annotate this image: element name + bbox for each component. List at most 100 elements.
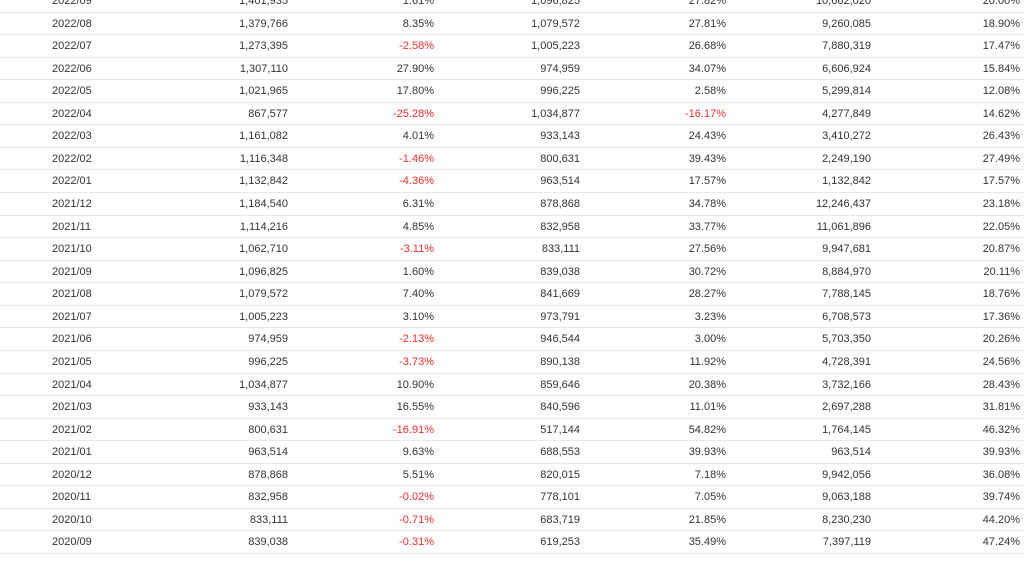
table-row: 2022/04 867,577 -25.28% 1,034,877 -16.17% 4,2…	[0, 103, 1024, 126]
yoy-change-cell: 28.27%	[688, 288, 726, 301]
month-cell: 2022/09	[52, 0, 92, 7]
cumulative-revenue-cell: 4,728,391	[822, 355, 871, 368]
table-row: 2021/08 1,079,572 7.40% 841,669 28.27% 7,788,…	[0, 283, 1024, 306]
yoy-change-cell: 24.43%	[688, 130, 726, 143]
month-cell: 2021/11	[52, 220, 91, 233]
month-cell: 2021/06	[52, 333, 92, 346]
cumulative-yoy-cell: 20.00%	[982, 0, 1020, 7]
revenue-cell: 1,273,395	[239, 40, 288, 53]
cumulative-revenue-cell: 4,277,849	[822, 107, 871, 120]
mom-change-cell: -2.13%	[399, 333, 434, 346]
month-cell: 2022/05	[52, 85, 92, 98]
yoy-change-cell: 27.81%	[688, 17, 726, 30]
cumulative-revenue-cell: 6,606,924	[822, 62, 871, 75]
yoy-change-cell: -16.17%	[685, 107, 726, 120]
table-row: 2021/04 1,034,877 10.90% 859,646 20.38% 3,732…	[0, 374, 1024, 397]
month-cell: 2022/06	[52, 62, 92, 75]
last-year-revenue-cell: 840,596	[540, 401, 580, 414]
month-cell: 2021/03	[52, 401, 92, 414]
last-year-revenue-cell: 778,101	[540, 491, 580, 504]
cumulative-revenue-cell: 7,788,145	[822, 288, 871, 301]
revenue-cell: 1,116,348	[239, 152, 288, 165]
last-year-revenue-cell: 839,038	[540, 265, 580, 278]
revenue-cell: 878,868	[248, 468, 288, 481]
revenue-cell: 1,379,766	[239, 17, 288, 30]
month-cell: 2022/04	[52, 107, 92, 120]
last-year-revenue-cell: 974,959	[540, 62, 580, 75]
yoy-change-cell: 21.85%	[688, 513, 726, 526]
yoy-change-cell: 27.56%	[688, 243, 726, 256]
mom-change-cell: 5.51%	[402, 468, 434, 481]
cumulative-yoy-cell: 22.05%	[982, 220, 1020, 233]
yoy-change-cell: 54.82%	[688, 423, 726, 436]
revenue-cell: 1,096,825	[239, 265, 288, 278]
yoy-change-cell: 20.38%	[688, 378, 726, 391]
mom-change-cell: 27.90%	[396, 62, 434, 75]
cumulative-revenue-cell: 9,942,056	[822, 468, 871, 481]
last-year-revenue-cell: 1,096,825	[531, 0, 580, 7]
yoy-change-cell: 26.68%	[688, 40, 726, 53]
revenue-cell: 1,161,082	[239, 130, 288, 143]
mom-change-cell: -1.46%	[399, 152, 434, 165]
revenue-cell: 867,577	[248, 107, 288, 120]
cumulative-yoy-cell: 31.81%	[982, 401, 1020, 414]
cumulative-revenue-cell: 10,662,020	[815, 0, 871, 7]
month-cell: 2022/03	[52, 130, 92, 143]
yoy-change-cell: 33.77%	[688, 220, 726, 233]
last-year-revenue-cell: 688,553	[540, 446, 580, 459]
yoy-change-cell: 3.23%	[694, 310, 726, 323]
cumulative-yoy-cell: 26.43%	[982, 130, 1020, 143]
mom-change-cell: 1.61%	[402, 0, 434, 7]
month-cell: 2021/04	[52, 378, 92, 391]
yoy-change-cell: 11.92%	[689, 355, 727, 368]
cumulative-revenue-cell: 5,703,350	[822, 333, 871, 346]
cumulative-revenue-cell: 5,299,814	[822, 85, 871, 98]
cumulative-yoy-cell: 20.26%	[982, 333, 1020, 346]
mom-change-cell: -2.58%	[399, 40, 434, 53]
cumulative-yoy-cell: 20.87%	[982, 243, 1020, 256]
yoy-change-cell: 11.01%	[689, 401, 727, 414]
yoy-change-cell: 17.57%	[688, 175, 726, 188]
month-cell: 2021/08	[52, 288, 92, 301]
table-row: 2021/06 974,959 -2.13% 946,544 3.00% 5,703,35…	[0, 328, 1024, 351]
cumulative-revenue-cell: 3,732,166	[822, 378, 871, 391]
mom-change-cell: 17.80%	[396, 85, 434, 98]
table-row: 2020/10 833,111 -0.71% 683,719 21.85% 8,230,2…	[0, 509, 1024, 532]
table-row: 2020/12 878,868 5.51% 820,015 7.18% 9,942,056…	[0, 464, 1024, 487]
table-row: 2021/03 933,143 16.55% 840,596 11.01% 2,697,2…	[0, 396, 1024, 419]
cumulative-yoy-cell: 17.57%	[982, 175, 1020, 188]
revenue-cell: 1,034,877	[239, 378, 288, 391]
revenue-cell: 832,958	[248, 491, 288, 504]
revenue-cell: 1,401,935	[239, 0, 288, 7]
last-year-revenue-cell: 946,544	[540, 333, 580, 346]
last-year-revenue-cell: 878,868	[540, 198, 580, 211]
revenue-cell: 800,631	[248, 423, 288, 436]
mom-change-cell: 7.40%	[402, 288, 434, 301]
table-row: 2022/01 1,132,842 -4.36% 963,514 17.57% 1,132…	[0, 170, 1024, 194]
month-cell: 2022/01	[52, 175, 92, 188]
yoy-change-cell: 35.49%	[688, 536, 726, 549]
yoy-change-cell: 34.07%	[688, 62, 726, 75]
yoy-change-cell: 39.93%	[688, 446, 726, 459]
revenue-cell: 1,062,710	[239, 243, 288, 256]
mom-change-cell: -3.73%	[399, 355, 434, 368]
cumulative-revenue-cell: 963,514	[831, 446, 871, 459]
month-cell: 2020/09	[52, 536, 92, 549]
month-cell: 2020/10	[52, 513, 92, 526]
last-year-revenue-cell: 973,791	[540, 310, 580, 323]
table-row: 2022/03 1,161,082 4.01% 933,143 24.43% 3,410,…	[0, 125, 1024, 148]
cumulative-yoy-cell: 15.84%	[982, 62, 1020, 75]
table-row: 2021/10 1,062,710 -3.11% 833,111 27.56% 9,947…	[0, 238, 1024, 261]
cumulative-revenue-cell: 2,249,190	[822, 152, 871, 165]
last-year-revenue-cell: 820,015	[540, 468, 580, 481]
revenue-cell: 1,184,540	[239, 198, 288, 211]
yoy-change-cell: 30.72%	[688, 265, 726, 278]
cumulative-yoy-cell: 27.49%	[982, 152, 1020, 165]
last-year-revenue-cell: 619,253	[540, 536, 580, 549]
yoy-change-cell: 2.58%	[694, 85, 726, 98]
cumulative-yoy-cell: 36.08%	[982, 468, 1020, 481]
table-row: 2021/11 1,114,216 4.85% 832,958 33.77% 11,061…	[0, 216, 1024, 239]
table-row: 2022/09 1,401,935 1.61% 1,096,825 27.82% 10,6…	[0, 0, 1024, 13]
yoy-change-cell: 7.05%	[694, 491, 726, 504]
revenue-cell: 833,111	[249, 513, 288, 526]
